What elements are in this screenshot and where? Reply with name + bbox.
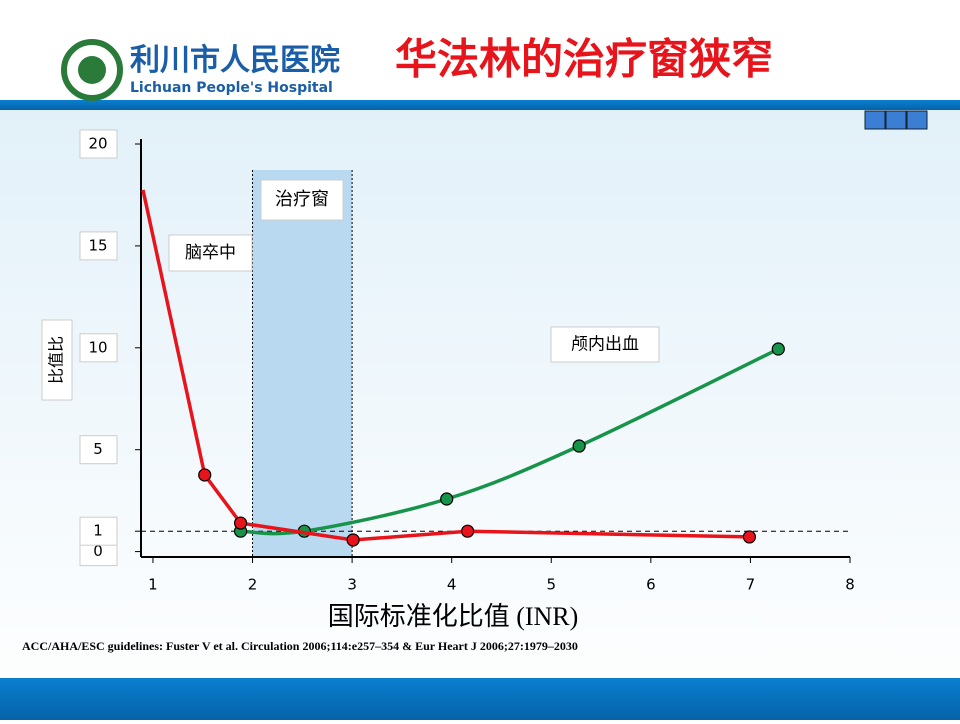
data-point (461, 524, 475, 538)
y-axis-label: 比值比 (47, 336, 66, 384)
y-tick-box (79, 129, 118, 159)
y-tick-label: 10 (88, 338, 107, 356)
nav-squares (864, 110, 928, 130)
nav-square (885, 110, 907, 130)
window-label-box (260, 179, 344, 221)
x-tick-label: 3 (347, 576, 357, 594)
x-tick-label: 5 (546, 576, 556, 594)
y-tick-label: 5 (93, 440, 103, 458)
data-point (233, 516, 248, 530)
hospital-en: Lichuan People's Hospital (130, 80, 333, 96)
x-tick-label: 7 (746, 576, 756, 594)
slide-title: 华法林的治疗窗狭窄 (395, 35, 773, 84)
y-tick-box (79, 435, 118, 465)
x-axis-label: 国际标准化比值 (INR) (328, 602, 579, 631)
x-tick-label: 2 (248, 576, 258, 594)
y-tick-box (79, 231, 118, 261)
x-tick-label: 4 (447, 576, 457, 594)
stroke-label-box (168, 234, 253, 272)
bleed-label: 颅内出血 (571, 335, 639, 355)
logo-center (78, 56, 106, 84)
y-tick-box (79, 516, 118, 546)
x-tick-label: 1 (148, 576, 158, 594)
y-label-box (41, 319, 73, 401)
nav-square (864, 110, 886, 130)
series-line (141, 189, 750, 542)
data-point (440, 492, 454, 506)
header-bar (0, 100, 960, 110)
hospital-name: 利川市人民医院 (130, 43, 340, 78)
y-tick-label: 1 (93, 522, 103, 540)
y-tick-box (79, 333, 118, 363)
data-point (572, 439, 586, 453)
therapeutic-window (252, 170, 353, 557)
header-bg (0, 0, 960, 100)
data-point (346, 533, 360, 547)
window-label: 治疗窗 (275, 189, 329, 210)
citation: ACC/AHA/ESC guidelines: Fuster V et al. … (22, 639, 578, 653)
data-point (742, 530, 757, 544)
data-point (198, 468, 212, 482)
footer-bar (0, 678, 960, 720)
stroke-label: 脑卒中 (185, 243, 236, 263)
y-tick-label: 20 (88, 135, 107, 153)
y-tick-label: 15 (88, 236, 107, 254)
x-tick-label: 8 (845, 576, 855, 594)
nav-square (906, 110, 928, 130)
bleed-label-box (550, 326, 660, 363)
data-point (771, 342, 785, 356)
y-tick-label: 0 (93, 542, 103, 560)
x-tick-label: 6 (646, 576, 656, 594)
